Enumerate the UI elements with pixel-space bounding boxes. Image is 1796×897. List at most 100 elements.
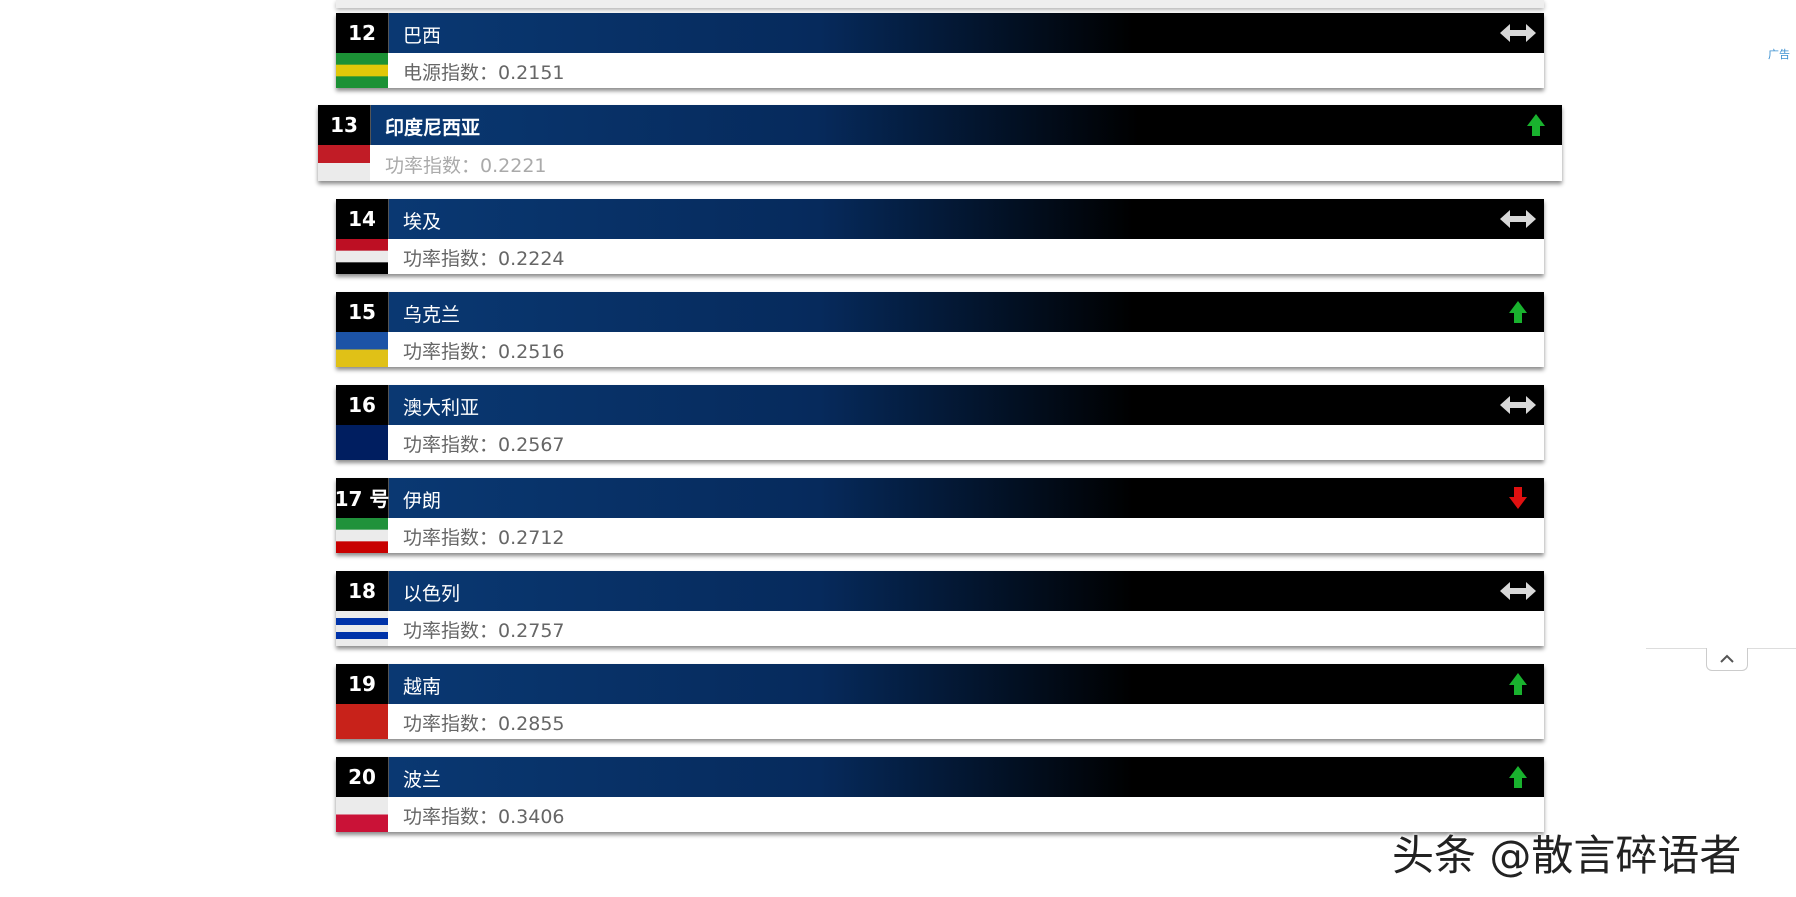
rank-row: 15 乌克兰功率指数：0.2516 bbox=[336, 291, 1544, 367]
rank-row: 12 巴西 电源指数：0.2151 bbox=[336, 12, 1544, 88]
index-value: 0.2221 bbox=[480, 155, 547, 177]
flag bbox=[336, 424, 388, 460]
flag-stripe bbox=[336, 64, 388, 77]
title-bar bbox=[336, 12, 1544, 53]
flag-stripe bbox=[336, 703, 388, 739]
rank: 18 bbox=[336, 570, 389, 611]
index-label: 功率指数： bbox=[403, 341, 499, 364]
country-name: 以色列 bbox=[403, 582, 461, 605]
flag bbox=[336, 610, 388, 646]
flag-shade bbox=[336, 610, 388, 646]
flag-stripe bbox=[336, 250, 388, 263]
flag-shade bbox=[336, 517, 388, 553]
flag-shade bbox=[336, 331, 388, 367]
flag-stripe bbox=[318, 163, 370, 181]
title-bar bbox=[336, 477, 1544, 518]
watermark: 头条 @散言碎语者 bbox=[1392, 831, 1742, 880]
flag-stripe bbox=[336, 349, 388, 367]
rank: 19 bbox=[336, 663, 389, 704]
flag bbox=[336, 517, 388, 553]
title-bar bbox=[336, 198, 1544, 239]
index-text: 功率指数：0.2757 bbox=[403, 616, 565, 643]
index-label: 功率指数： bbox=[403, 527, 499, 550]
flag-stripe bbox=[336, 52, 388, 65]
rank: 16 bbox=[336, 384, 389, 425]
title-bar bbox=[336, 756, 1544, 797]
index-value: 0.2151 bbox=[498, 62, 565, 85]
trend-icon bbox=[1509, 486, 1527, 509]
flag-shade bbox=[336, 52, 388, 88]
country-name: 乌克兰 bbox=[403, 303, 461, 326]
index-value: 0.3406 bbox=[498, 806, 565, 829]
index-value: 0.2567 bbox=[498, 434, 565, 457]
flag-shade bbox=[336, 424, 388, 460]
trend-icon bbox=[1509, 300, 1527, 323]
title-bar bbox=[336, 384, 1544, 425]
trend-same bbox=[1500, 209, 1536, 228]
flag-stripe bbox=[336, 540, 388, 553]
index-value: 0.2712 bbox=[498, 527, 565, 550]
flag-stripe bbox=[336, 331, 388, 350]
rank-row: 14 埃及功率指数：0.2224 bbox=[336, 198, 1544, 274]
ad-label[interactable]: 广告 bbox=[1768, 48, 1790, 61]
flag-stripe bbox=[336, 424, 388, 443]
trend-up bbox=[1509, 672, 1527, 695]
rank: 14 bbox=[336, 198, 389, 239]
index-text: 功率指数：0.2516 bbox=[403, 337, 565, 364]
flag-stripe bbox=[336, 238, 388, 251]
flag bbox=[336, 52, 388, 88]
country-name: 越南 bbox=[403, 675, 442, 698]
flag bbox=[336, 796, 388, 832]
rank-row: 18 以色列功率指数：0.2757 bbox=[336, 570, 1544, 646]
index-text: 功率指数：0.3406 bbox=[403, 802, 565, 829]
rank: 13 bbox=[318, 105, 371, 145]
index-text: 功率指数：0.2567 bbox=[403, 430, 565, 457]
index-text: 电源指数：0.2151 bbox=[403, 58, 565, 85]
index-label: 功率指数： bbox=[403, 248, 499, 271]
country-name: 印度尼西亚 bbox=[385, 117, 481, 139]
trend-same bbox=[1500, 581, 1536, 600]
flag-stripe bbox=[336, 617, 388, 626]
index-text: 功率指数：0.2712 bbox=[403, 523, 565, 550]
trend-same bbox=[1500, 23, 1536, 42]
index-text: 功率指数：0.2221 bbox=[385, 151, 547, 178]
flag-stripe bbox=[336, 624, 388, 633]
rank-row: 16 澳大利亚 功率指数：0.2567 bbox=[336, 384, 1544, 460]
flag bbox=[318, 145, 370, 181]
trend-same bbox=[1500, 395, 1536, 414]
flag-stripe bbox=[336, 442, 388, 460]
rank-row: 17 号伊朗 功率指数：0.2712 bbox=[335, 477, 1544, 553]
flag-stripe bbox=[336, 638, 388, 646]
trend-icon bbox=[1500, 581, 1536, 600]
index-value: 0.2757 bbox=[498, 620, 565, 643]
trend-up bbox=[1509, 300, 1527, 323]
country-name: 埃及 bbox=[403, 210, 442, 233]
title-bar bbox=[336, 570, 1544, 611]
index-value: 0.2855 bbox=[498, 713, 565, 736]
rank: 15 bbox=[336, 291, 389, 332]
flag-stripe bbox=[336, 610, 388, 619]
country-name: 巴西 bbox=[403, 24, 442, 47]
flag bbox=[336, 238, 388, 274]
trend-icon bbox=[1527, 114, 1545, 136]
index-label: 功率指数： bbox=[403, 806, 499, 829]
flag-shade bbox=[336, 703, 388, 739]
index-value: 0.2516 bbox=[498, 341, 565, 364]
index-label: 功率指数： bbox=[403, 620, 499, 643]
index-text: 功率指数：0.2224 bbox=[403, 244, 565, 271]
flag-stripe bbox=[336, 75, 388, 88]
country-name: 伊朗 bbox=[403, 489, 442, 512]
flag bbox=[336, 703, 388, 739]
flag-shade bbox=[336, 796, 388, 832]
rank-row: 19 越南 功率指数：0.2855 bbox=[336, 663, 1544, 739]
top-shadow bbox=[336, 0, 1544, 8]
index-label: 功率指数： bbox=[403, 434, 499, 457]
trend-down bbox=[1509, 486, 1527, 509]
scroll-top-button[interactable] bbox=[1706, 648, 1748, 671]
scroll-top-icon bbox=[1720, 654, 1734, 663]
flag-stripe bbox=[336, 631, 388, 640]
trend-icon bbox=[1509, 672, 1527, 695]
index-label: 功率指数： bbox=[385, 155, 481, 177]
trend-icon bbox=[1500, 395, 1536, 414]
trend-icon bbox=[1500, 23, 1536, 42]
